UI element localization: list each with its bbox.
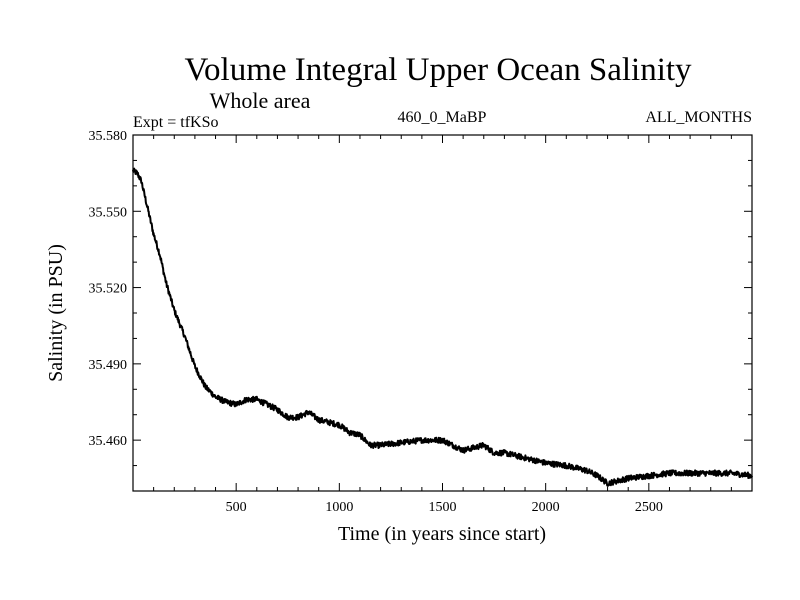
y-axis: 35.580 35.550 35.520 35.490 35.460: [89, 129, 752, 492]
x-axis: 500 1000 1500 2000 2500: [153, 135, 732, 515]
y-axis-label: Salinity (in PSU): [45, 244, 67, 382]
run-label: 460_0_MaBP: [398, 109, 487, 126]
x-axis-label: Time (in years since start): [338, 523, 546, 545]
x-tick-label: 1000: [325, 500, 353, 515]
plot-frame: [132, 134, 753, 492]
chart-subtitle: Whole area: [210, 88, 311, 113]
plot-area: [132, 134, 753, 492]
x-tick-label: 1500: [429, 500, 457, 515]
expt-label: Expt = tfKSo: [133, 114, 218, 131]
x-tick-label: 500: [226, 500, 247, 515]
y-tick-label: 35.520: [89, 282, 128, 297]
x-tick-label: 2000: [532, 500, 560, 515]
chart-title: Volume Integral Upper Ocean Salinity: [184, 52, 692, 88]
y-tick-label: 35.580: [89, 129, 128, 144]
y-tick-label: 35.490: [89, 358, 128, 373]
salinity-line: [132, 167, 753, 487]
y-tick-label: 35.550: [89, 205, 128, 220]
months-label: ALL_MONTHS: [645, 109, 752, 126]
x-tick-label: 2500: [635, 500, 663, 515]
y-tick-label: 35.460: [89, 434, 128, 449]
